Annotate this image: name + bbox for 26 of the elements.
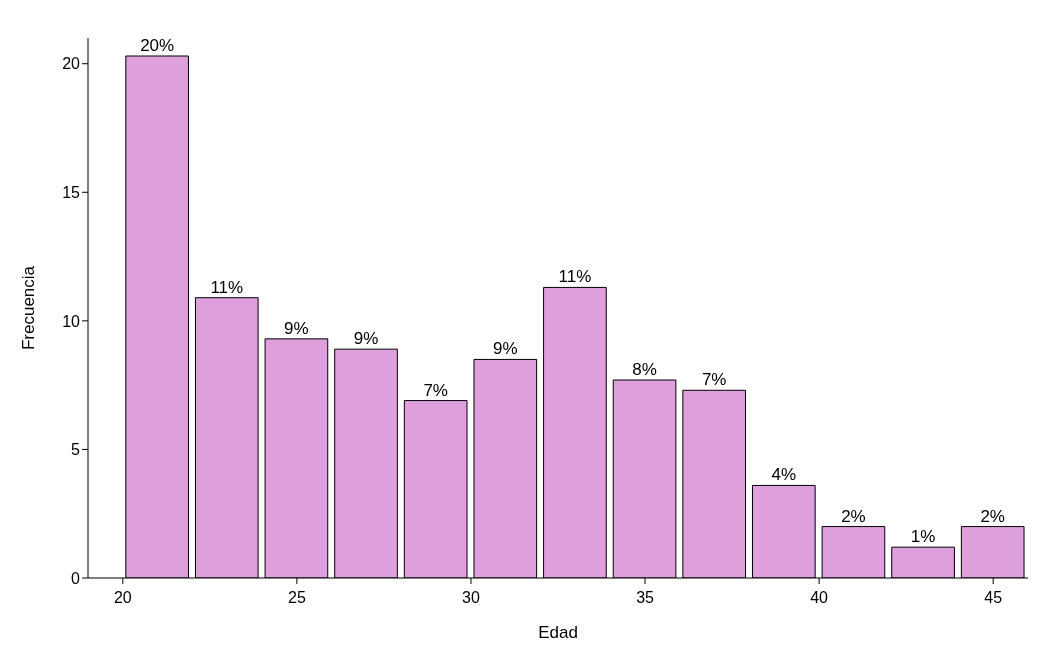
y-axis-title: Frecuencia	[19, 265, 39, 351]
data-label: 1%	[910, 527, 936, 547]
data-label: 2%	[980, 506, 1005, 526]
x-tick-label: 20	[113, 589, 132, 607]
x-tick-label: 45	[984, 589, 1003, 607]
y-tick-label: 5	[71, 441, 81, 459]
y-tick-label: 10	[62, 312, 81, 330]
data-label: 4%	[771, 465, 797, 485]
data-label: 9%	[493, 339, 518, 359]
data-label: 11%	[558, 267, 592, 287]
data-label: 7%	[701, 370, 727, 390]
data-label: 2%	[841, 506, 866, 526]
x-tick-label: 25	[287, 589, 306, 607]
data-label: 7%	[423, 380, 448, 400]
y-tick-label: 20	[62, 55, 81, 73]
y-tick-label: 15	[62, 183, 81, 201]
x-axis-title: Edad	[538, 623, 578, 642]
data-label: 9%	[284, 318, 309, 338]
x-tick-label: 30	[462, 589, 480, 607]
x-tick-label: 40	[810, 589, 829, 607]
data-label: 20%	[140, 36, 175, 55]
y-tick-label: 0	[71, 569, 81, 587]
data-label: 11%	[210, 277, 244, 297]
data-label: 9%	[353, 329, 379, 349]
data-label: 8%	[632, 360, 657, 379]
x-tick-label: 35	[636, 589, 655, 607]
